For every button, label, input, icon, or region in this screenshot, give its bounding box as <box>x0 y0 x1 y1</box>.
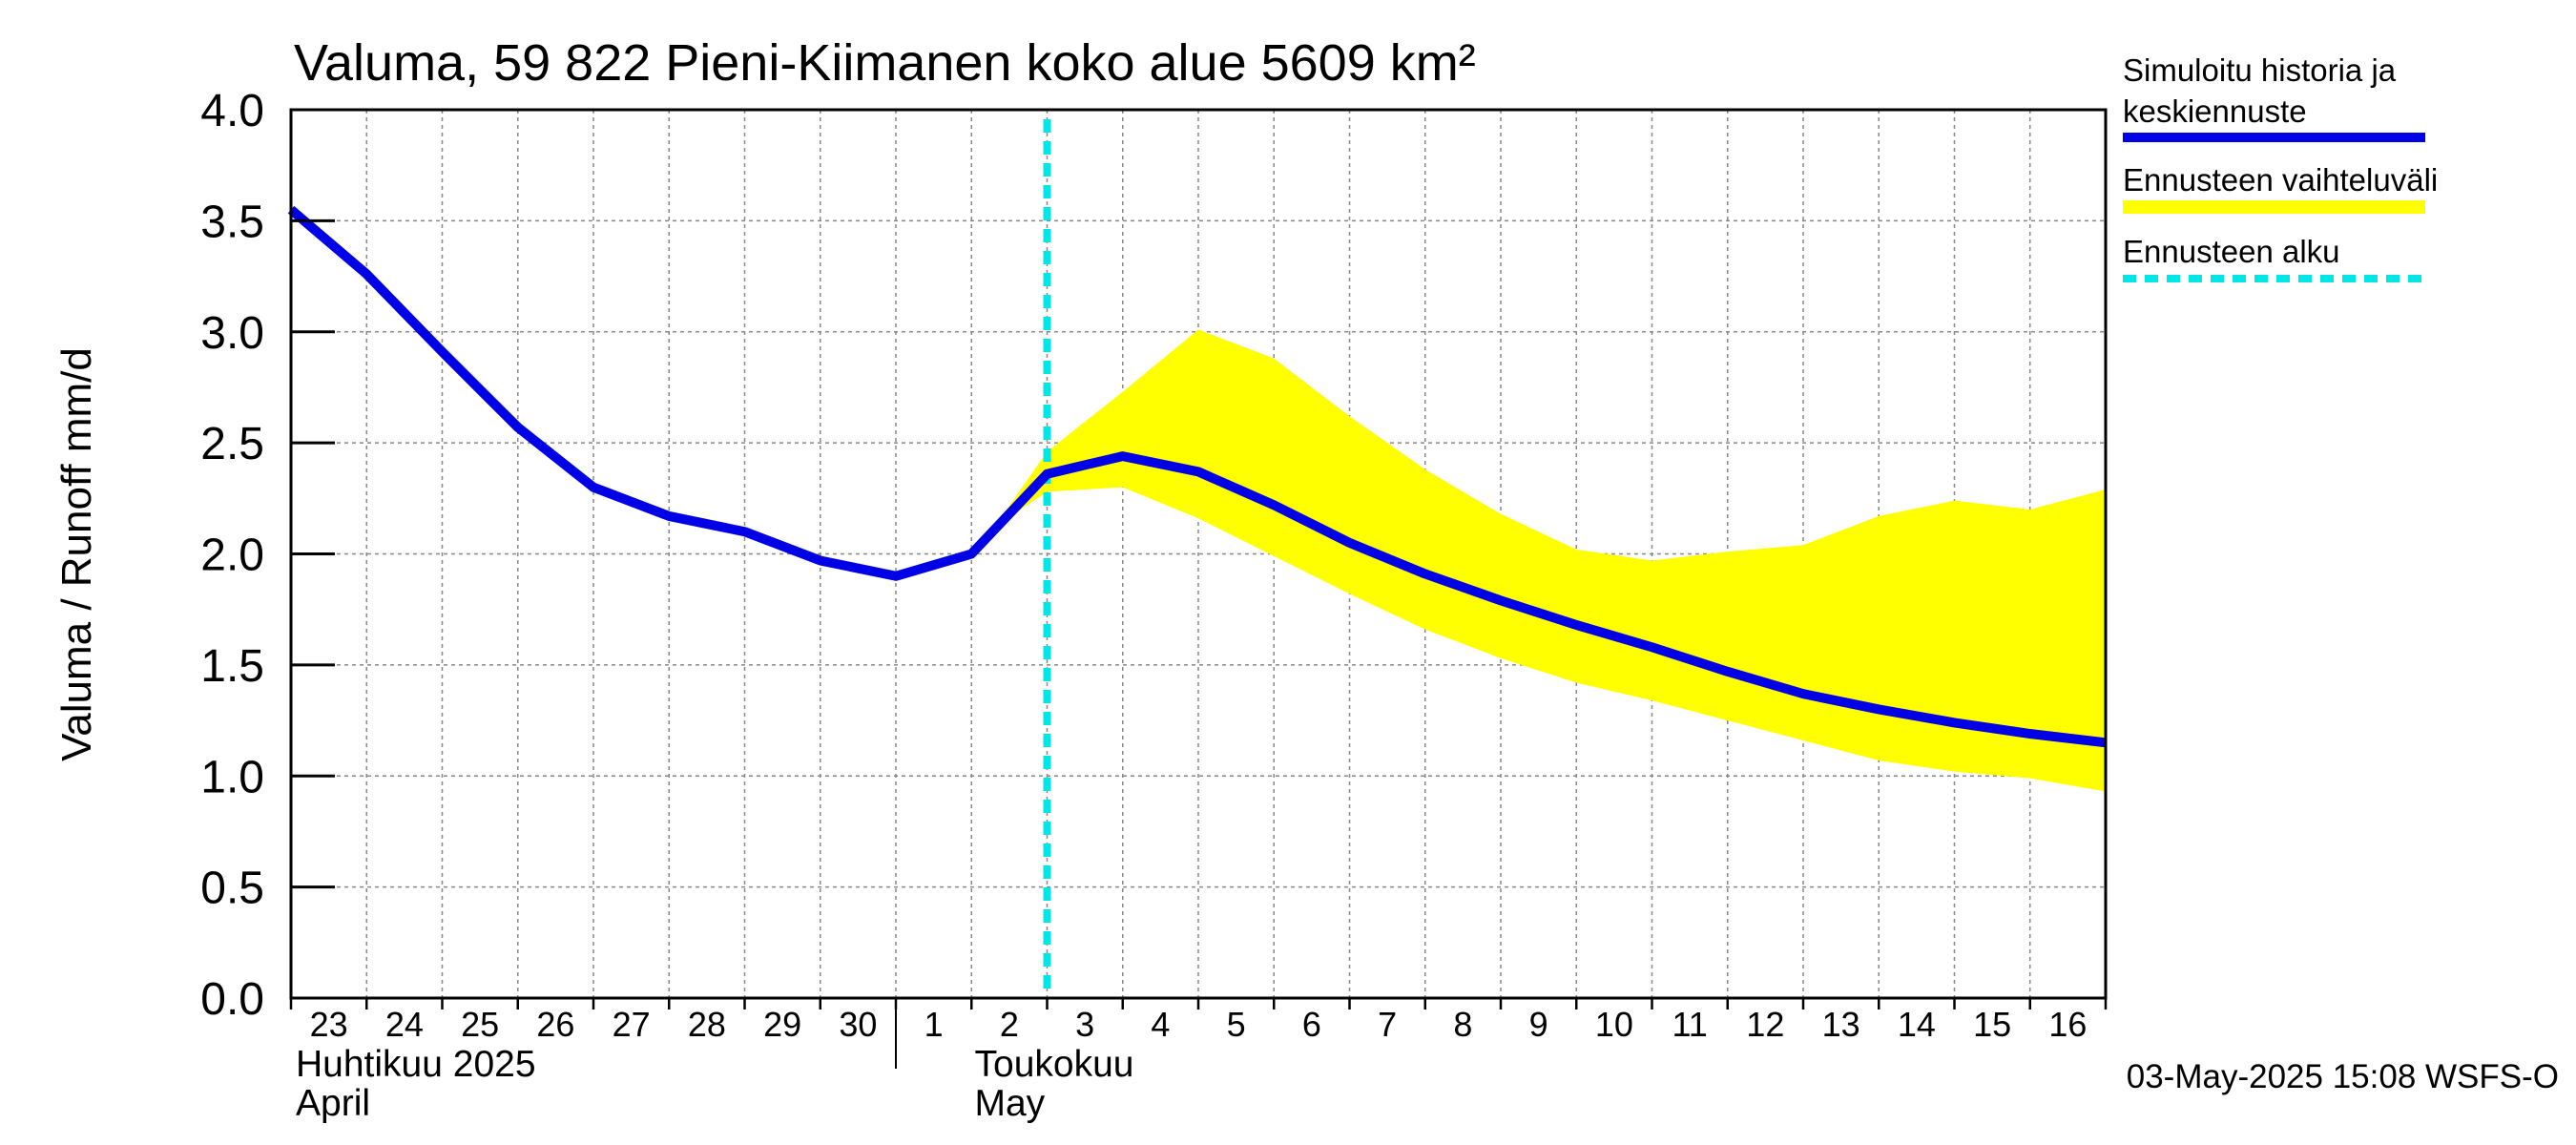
y-tick-label: 0.5 <box>200 864 264 914</box>
x-tick-label: 2 <box>1000 1005 1019 1044</box>
y-tick-label: 2.0 <box>200 531 264 581</box>
y-tick-label: 0.0 <box>200 974 264 1025</box>
x-tick-label: 5 <box>1227 1005 1246 1044</box>
x-tick-label: 15 <box>1973 1005 2011 1044</box>
x-tick-label: 10 <box>1595 1005 1633 1044</box>
x-tick-label: 7 <box>1378 1005 1397 1044</box>
y-tick-label: 3.0 <box>200 308 264 359</box>
chart-title: Valuma, 59 822 Pieni-Kiimanen koko alue … <box>294 34 1476 92</box>
legend: Simuloitu historia ja keskiennuste Ennuste… <box>2123 52 2438 282</box>
x-tick-label: 24 <box>385 1005 424 1044</box>
forecast-range-band <box>994 329 2106 792</box>
x-tick-label: 9 <box>1529 1005 1548 1044</box>
x-tick-label: 16 <box>2048 1005 2087 1044</box>
forecast-band-layer <box>994 329 2106 792</box>
footer-timestamp: 03-May-2025 15:08 WSFS-O <box>2127 1058 2559 1095</box>
x-tick-label: 28 <box>688 1005 726 1044</box>
y-tick-label: 2.5 <box>200 419 264 469</box>
x-tick-label: 13 <box>1822 1005 1860 1044</box>
x-tick-label: 8 <box>1453 1005 1472 1044</box>
legend-label-forecast-start: Ennusteen alku <box>2123 234 2340 269</box>
x-tick-label: 1 <box>924 1005 944 1044</box>
x-tick-label: 11 <box>1672 1005 1707 1044</box>
month-label-en: April <box>296 1083 370 1124</box>
legend-label-range: Ennusteen vaihteluväli <box>2123 162 2438 198</box>
x-tick-label: 4 <box>1151 1005 1170 1044</box>
x-tick-label: 23 <box>310 1005 348 1044</box>
month-label-en: May <box>975 1083 1046 1124</box>
x-tick-label: 3 <box>1075 1005 1094 1044</box>
series-layer <box>287 119 2107 998</box>
x-tick-label: 29 <box>763 1005 801 1044</box>
y-axis-label: Valuma / Runoff mm/d <box>53 347 100 761</box>
x-tick-label: 30 <box>839 1005 877 1044</box>
x-tick-label: 27 <box>613 1005 651 1044</box>
y-tick-label: 1.5 <box>200 641 264 692</box>
y-tick-label: 4.0 <box>200 86 264 136</box>
x-tick-label: 12 <box>1746 1005 1784 1044</box>
y-tick-label: 1.0 <box>200 752 264 802</box>
x-tick-label: 26 <box>536 1005 574 1044</box>
x-tick-label: 6 <box>1302 1005 1321 1044</box>
x-tick-label: 14 <box>1898 1005 1936 1044</box>
month-label-fi: Huhtikuu 2025 <box>296 1044 536 1085</box>
x-tick-label: 25 <box>461 1005 499 1044</box>
y-tick-label: 3.5 <box>200 197 264 247</box>
axes: 0.00.51.01.52.02.53.03.54.023 24 25 26 27 28 2… <box>200 86 2108 1124</box>
simulated-runoff-line <box>287 205 2107 748</box>
legend-label-simulated-cont: keskiennuste <box>2123 94 2307 129</box>
month-label-fi: Toukokuu <box>975 1044 1134 1085</box>
legend-label-simulated: Simuloitu historia ja <box>2123 52 2397 88</box>
